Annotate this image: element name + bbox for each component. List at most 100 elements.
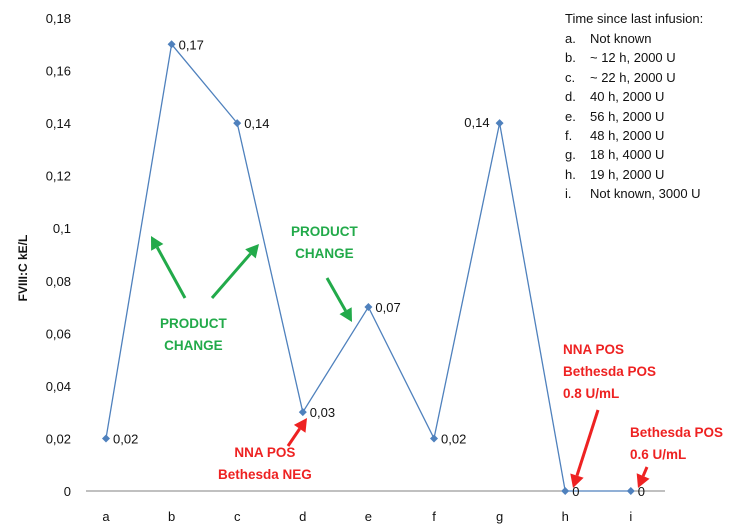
annotation-h-result: NNA POS Bethesda POS 0.8 U/mL: [563, 339, 656, 405]
legend-item-a: a. Not known: [565, 29, 703, 48]
y-tick-label: 0,04: [46, 379, 71, 394]
series-line: [105, 42, 631, 492]
legend-letter: b.: [565, 50, 576, 66]
annotation-product-change-1: PRODUCT CHANGE: [160, 313, 227, 357]
data-label: 0: [638, 484, 645, 499]
annotation-line: Bethesda POS: [630, 425, 724, 440]
annotation-product-change-2: PRODUCT CHANGE: [291, 221, 358, 265]
annotation-line: NNA POS: [234, 445, 296, 460]
data-label: 0,07: [375, 300, 400, 315]
y-axis: 0 0,02 0,04 0,06 0,08 0,1 0,12 0,14 0,16 0,18: [46, 11, 71, 499]
y-tick-label: 0,16: [46, 64, 71, 79]
y-tick-label: 0,14: [46, 116, 71, 131]
legend-text: Not known, 3000 U: [590, 186, 701, 202]
annotation-line: CHANGE: [164, 338, 223, 353]
legend-text: 56 h, 2000 U: [590, 108, 665, 124]
data-label: 0: [572, 484, 579, 499]
data-label: 0,03: [310, 405, 335, 420]
arrow-shaft: [325, 277, 347, 312]
series-fviii: 0,02 0,17 0,14 0,03 0,07 0,02 0,14 0 0: [102, 37, 645, 499]
legend-item-b: b. ~ 12 h, 2000 U: [565, 48, 703, 67]
annotation-arrows: [151, 236, 650, 488]
arrow-product-change-2: [325, 277, 352, 322]
arrow-product-change-1b: [210, 244, 259, 299]
legend-item-i: i. Not known, 3000 U: [565, 184, 703, 203]
legend-item-e: e. 56 h, 2000 U: [565, 107, 703, 126]
data-point: [430, 434, 438, 443]
legend-item-c: c. ~ 22 h, 2000 U: [565, 68, 703, 87]
arrow-shaft: [210, 252, 252, 299]
y-tick-label: 0,06: [46, 326, 71, 341]
arrow-head: [339, 307, 352, 322]
data-point: [495, 119, 504, 128]
y-tick-label: 0,1: [53, 221, 71, 236]
x-tick-label: h: [562, 509, 569, 524]
legend: Time since last infusion: a. Not known b.…: [565, 8, 703, 204]
data-point: [298, 408, 307, 417]
legend-letter: d.: [565, 89, 576, 105]
arrow-head: [636, 473, 650, 488]
arrow-shaft: [575, 409, 600, 477]
x-tick-label: e: [365, 509, 372, 524]
annotation-line: 0.8 U/mL: [563, 386, 620, 401]
arrow-head: [245, 244, 259, 259]
legend-letter: g.: [565, 147, 576, 163]
legend-text: ~ 12 h, 2000 U: [590, 50, 676, 66]
x-tick-label: d: [299, 509, 306, 524]
x-tick-label: a: [102, 509, 110, 524]
arrow-d-result: [286, 418, 307, 447]
arrow-product-change-1a: [151, 236, 187, 299]
data-point: [233, 119, 242, 128]
legend-letter: i.: [565, 186, 572, 202]
legend-letter: a.: [565, 31, 576, 46]
legend-item-f: f. 48 h, 2000 U: [565, 126, 703, 145]
legend-letter: c.: [565, 69, 576, 85]
arrow-i-result: [636, 466, 650, 488]
data-label: 0,14: [244, 116, 269, 131]
y-tick-label: 0: [64, 484, 71, 499]
legend-text: 19 h, 2000 U: [590, 166, 665, 182]
legend-text: 18 h, 4000 U: [590, 147, 665, 163]
legend-title: Time since last infusion:: [565, 11, 704, 26]
legend-letter: f.: [565, 127, 573, 143]
arrow-shaft: [641, 466, 649, 477]
data-label: 0,14: [464, 115, 489, 130]
annotation-line: PRODUCT: [160, 316, 227, 331]
arrow-head: [570, 473, 584, 488]
annotation-line: CHANGE: [295, 246, 354, 261]
x-tick-label: c: [234, 509, 241, 524]
annotation-line: Bethesda NEG: [218, 467, 312, 482]
annotation-line: NNA POS: [563, 342, 625, 357]
data-point: [561, 487, 570, 495]
data-label: 0,17: [179, 37, 204, 52]
legend-item-d: d. 40 h, 2000 U: [565, 87, 703, 106]
legend-text: Not known: [590, 31, 652, 46]
legend-text: ~ 22 h, 2000 U: [590, 69, 676, 85]
x-tick-label: i: [629, 509, 632, 524]
legend-letter: e.: [565, 108, 576, 124]
y-tick-label: 0,08: [46, 274, 71, 289]
annotation-line: PRODUCT: [291, 224, 358, 239]
legend-text: 48 h, 2000 U: [590, 127, 665, 143]
y-tick-label: 0,02: [46, 431, 71, 446]
arrow-head: [151, 236, 164, 251]
y-tick-label: 0,18: [46, 11, 71, 26]
annotation-i-result: Bethesda POS 0.6 U/mL: [630, 422, 723, 466]
data-point: [102, 434, 110, 443]
x-tick-label: g: [496, 509, 503, 524]
data-point: [167, 40, 176, 49]
x-tick-label: b: [168, 509, 175, 524]
arrow-shaft: [286, 427, 301, 447]
data-label: 0,02: [113, 431, 138, 446]
arrow-h-result: [570, 409, 600, 488]
arrow-shaft: [155, 246, 187, 299]
legend-item-g: g. 18 h, 4000 U: [565, 145, 703, 164]
data-point: [626, 487, 635, 495]
legend-letter: h.: [565, 166, 576, 182]
y-tick-label: 0,12: [46, 169, 71, 184]
legend-item-h: h. 19 h, 2000 U: [565, 165, 703, 184]
legend-text: 40 h, 2000 U: [590, 89, 665, 105]
arrow-head: [293, 418, 307, 433]
y-axis-label: FVIII:C kE/L: [16, 235, 30, 302]
